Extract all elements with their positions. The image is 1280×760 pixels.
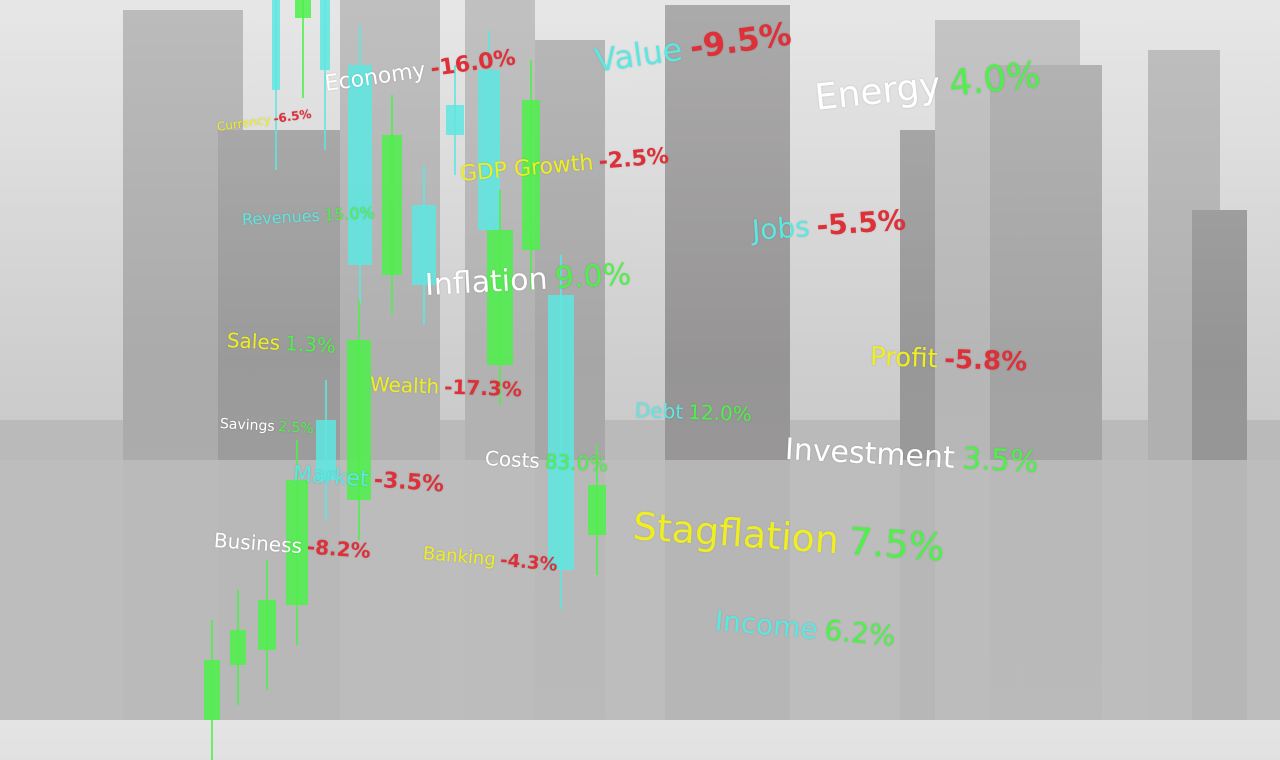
- metric-value: 6.2%: [823, 613, 897, 653]
- metric-name: Costs: [484, 446, 541, 473]
- candle-body: [320, 0, 330, 70]
- metric-name: Wealth: [369, 372, 440, 399]
- candle-body: [204, 660, 220, 720]
- candle-body: [286, 480, 308, 605]
- candle-body: [347, 340, 371, 500]
- metric-name: Savings: [219, 416, 276, 435]
- metric-name: Debt: [634, 398, 684, 424]
- metric-value: -8.2%: [306, 534, 372, 563]
- candle-wick: [302, 0, 304, 98]
- metric-value: -3.5%: [373, 467, 445, 498]
- metric-value: 3.5%: [961, 441, 1040, 481]
- candle-wick: [324, 0, 326, 150]
- metric-value: -5.5%: [815, 203, 907, 243]
- metric-value: -5.8%: [943, 344, 1028, 378]
- candle-body: [295, 0, 311, 18]
- metric-label: Debt 12.0%: [635, 398, 753, 426]
- candle-body: [487, 230, 513, 365]
- metric-value: 7.5%: [846, 519, 947, 570]
- metric-value: 12.0%: [687, 399, 753, 427]
- metric-name: Profit: [869, 342, 939, 375]
- candle-body: [412, 205, 436, 285]
- candle-body: [588, 485, 606, 535]
- candle-body: [316, 420, 336, 480]
- metric-name: Sales: [226, 328, 281, 355]
- candle-body: [522, 100, 540, 250]
- metric-value: 83.0%: [544, 449, 609, 477]
- metric-value: 9.0%: [554, 257, 632, 297]
- candle-body: [382, 135, 402, 275]
- candle-body: [446, 105, 464, 135]
- metric-value: 15.0%: [323, 203, 376, 225]
- metric-value: -17.3%: [443, 374, 523, 402]
- metric-name: Jobs: [750, 210, 811, 247]
- metric-name: Revenues: [241, 205, 321, 229]
- metric-value: 2.5%: [277, 419, 315, 437]
- metric-label: Profit -5.8%: [869, 342, 1027, 377]
- candle-body: [258, 600, 276, 650]
- candle-body: [272, 0, 280, 90]
- candle-body: [548, 295, 574, 570]
- candle-body: [230, 630, 246, 665]
- candle-body: [348, 65, 372, 265]
- metric-value: 1.3%: [284, 331, 337, 358]
- metric-name: Market: [292, 462, 370, 493]
- candle-body: [478, 70, 500, 230]
- metric-name: Inflation: [424, 261, 549, 303]
